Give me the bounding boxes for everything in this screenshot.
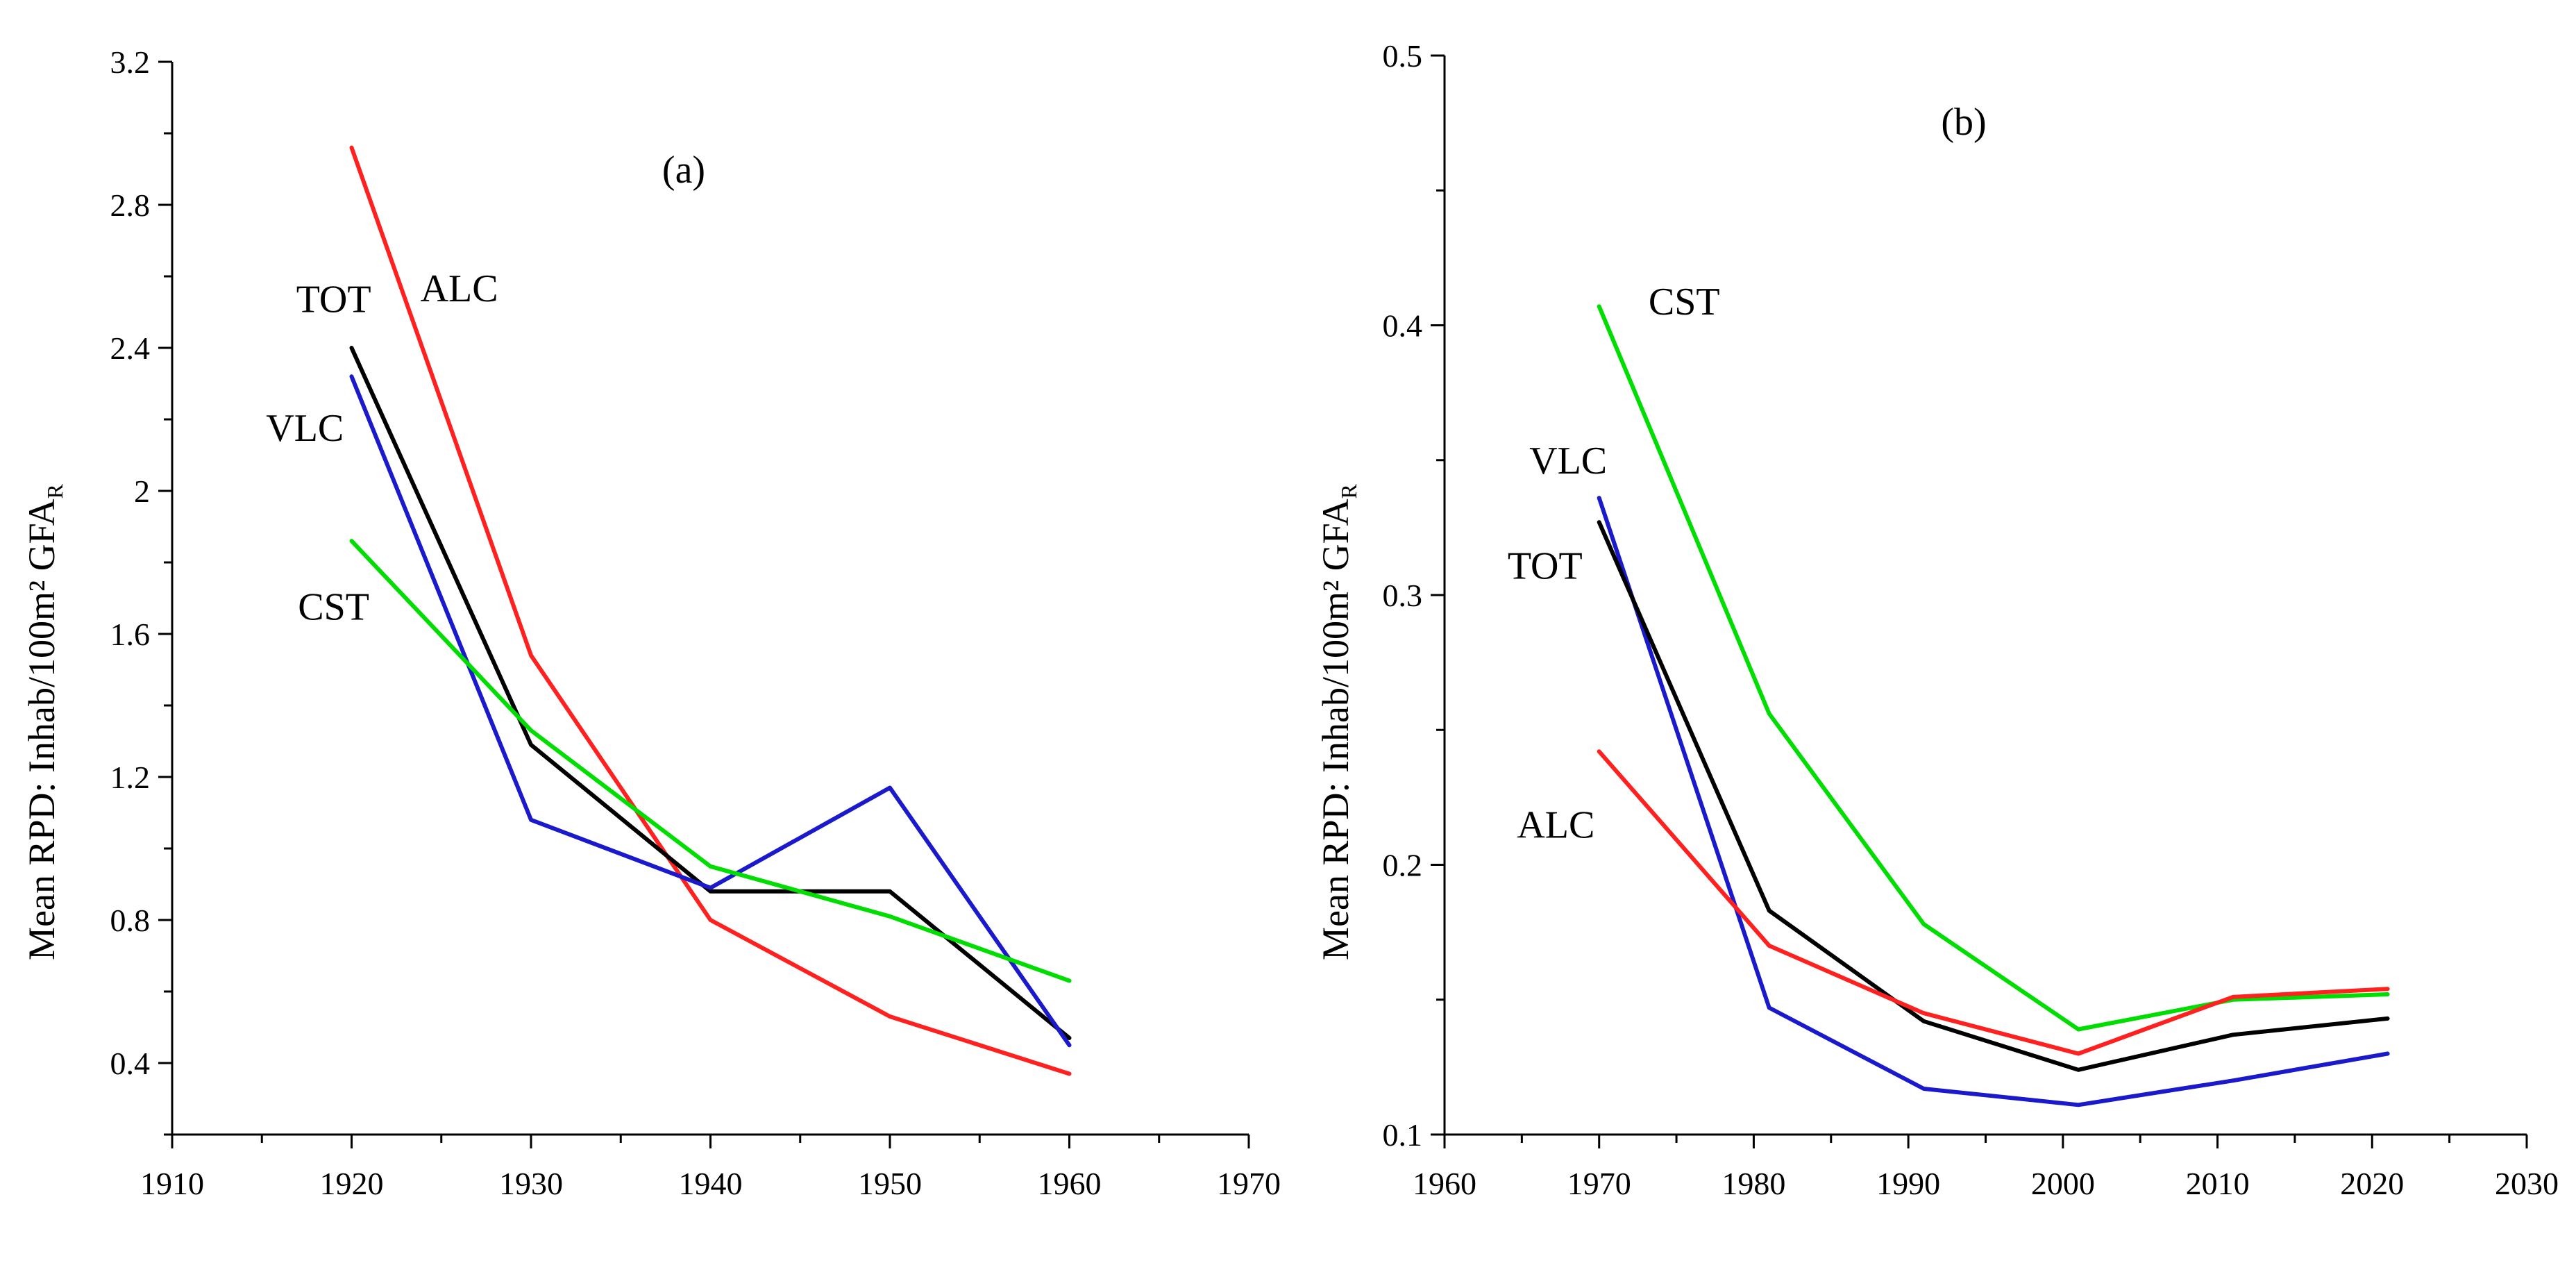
panel-a-y-tick-label: 2: [134, 474, 150, 509]
panel-a-series-vlc-line: [349, 374, 1072, 1048]
panel-b-x-tick-label: 2010: [2186, 1166, 2250, 1201]
svg-text:Mean RPD: Inhab/100m² GFAR: Mean RPD: Inhab/100m² GFAR: [21, 483, 67, 960]
panel-b-series-tot-line: [1597, 520, 2390, 1072]
panel-a-x-tick-label: 1950: [858, 1166, 922, 1201]
panel-a-y-tick-label: 1.6: [110, 617, 151, 652]
panel-b-x-tick-label: 2000: [2031, 1166, 2095, 1201]
panel-a-series-tot-label: TOT: [296, 278, 371, 321]
panel-a-ylabel: Mean RPD: Inhab/100m² GFAR: [21, 483, 67, 960]
panel-a-series: ALC TOT VLC CST: [266, 145, 1072, 1076]
panel-a-ylabel-subscript: R: [42, 483, 67, 499]
panel-a-x-tick-label: 1970: [1217, 1166, 1281, 1201]
panel-a-y-tick-label: 2.8: [110, 187, 151, 223]
panel-a-y-tick-label: 2.4: [110, 331, 151, 366]
panel-b-series-cst-line: [1597, 304, 2390, 1032]
panel-a-x-tick-label: 1930: [499, 1166, 563, 1201]
panel-b-y-tick-label: 0.2: [1383, 848, 1423, 883]
panel-b-x-tick-label: 1980: [1721, 1166, 1785, 1201]
panel-b-x-tick-label: 2030: [2495, 1166, 2559, 1201]
panel-a-x-tick-label: 1960: [1038, 1166, 1102, 1201]
panel-a-x-tick-label: 1910: [140, 1166, 204, 1201]
panel-b-ylabel-subscript: R: [1336, 483, 1361, 499]
panel-b-ticks: 1960 1970 1980 1990 2000 2010 2020 2030 0.1 0.2 0.…: [1383, 38, 2559, 1201]
panel-a-y-tick-label: 3.2: [110, 44, 151, 80]
panel-b-x-tick-label: 2020: [2340, 1166, 2404, 1201]
panel-a-series-tot-line: [349, 346, 1072, 1040]
panel-a-series-alc-line: [349, 145, 1072, 1076]
panel-b-x-tick-label: 1960: [1413, 1166, 1476, 1201]
panel-a-series-cst-line: [349, 539, 1072, 983]
panel-b-series-tot-label: TOT: [1508, 545, 1583, 588]
svg-text:Mean RPD: Inhab/100m² GFAR: Mean RPD: Inhab/100m² GFAR: [1315, 483, 1361, 960]
panel-b-series: CST VLC TOT ALC: [1508, 281, 2390, 1107]
panel-a-ylabel-text: Mean RPD: Inhab/100m² GFA: [21, 499, 62, 960]
panel-b-x-tick-label: 1970: [1567, 1166, 1631, 1201]
panel-a-x-tick-label: 1940: [679, 1166, 743, 1201]
panel-b-series-vlc-label: VLC: [1529, 440, 1607, 483]
panel-b-series-cst-label: CST: [1649, 281, 1720, 324]
panel-b-y-tick-label: 0.3: [1383, 578, 1423, 613]
panel-b-series-vlc-line: [1597, 496, 2390, 1107]
panel-b-y-tick-label: 0.4: [1383, 308, 1423, 344]
panel-b-ylabel: Mean RPD: Inhab/100m² GFAR: [1315, 483, 1361, 960]
panel-b-title: (b): [1941, 101, 1986, 144]
panel-b-series-alc-label: ALC: [1517, 804, 1594, 847]
panel-b-x-tick-label: 1990: [1876, 1166, 1940, 1201]
panel-b: (b) Mean RPD: Inhab/100m² GFAR 1960 1970 1…: [1315, 38, 2559, 1201]
panel-a-title: (a): [662, 149, 705, 192]
panel-a-y-tick-label: 0.8: [110, 903, 151, 938]
panel-a-y-tick-label: 0.4: [110, 1046, 151, 1081]
panel-a-series-vlc-label: VLC: [266, 407, 344, 450]
panel-a-y-tick-label: 1.2: [110, 760, 151, 795]
panel-b-series-alc-line: [1597, 749, 2390, 1056]
panel-a-ticks: 1910 1920 1930 1940 1950 1960 1970 0.4 0.8 1.2 1.6…: [110, 44, 1281, 1201]
panel-a-series-alc-label: ALC: [421, 267, 498, 310]
panel-b-y-tick-label: 0.1: [1383, 1117, 1423, 1153]
panel-b-y-tick-label: 0.5: [1383, 38, 1423, 74]
panel-b-ylabel-text: Mean RPD: Inhab/100m² GFA: [1315, 499, 1356, 960]
panel-a-series-cst-label: CST: [298, 585, 369, 628]
panel-a-x-tick-label: 1920: [320, 1166, 384, 1201]
panel-a: (a) Mean RPD: Inhab/100m² GFAR 1910 1920 1…: [21, 44, 1281, 1201]
